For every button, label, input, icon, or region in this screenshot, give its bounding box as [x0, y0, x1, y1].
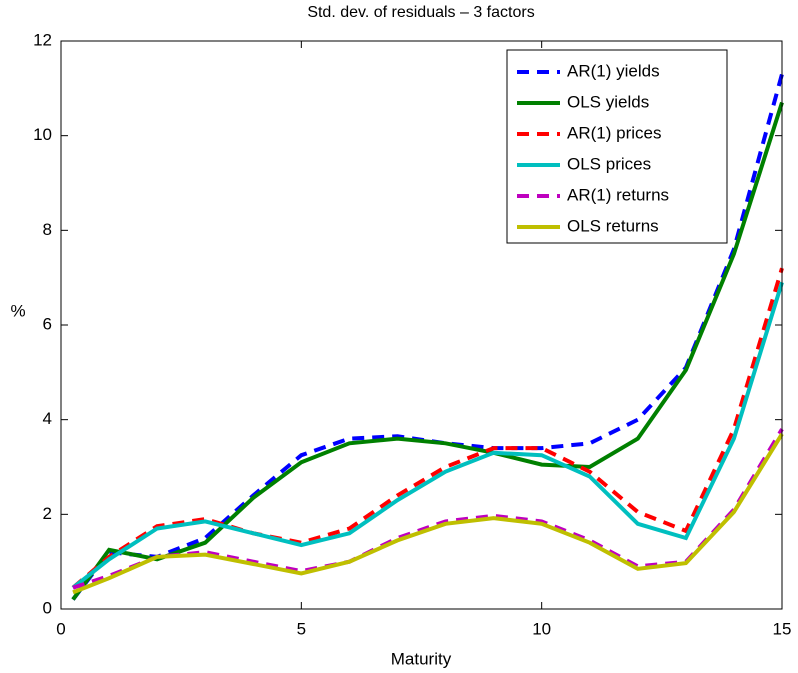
y-tick-label: 8 — [43, 220, 52, 239]
legend-label: OLS returns — [567, 216, 659, 235]
legend: AR(1) yields OLS yields AR(1) prices OLS pr… — [506, 49, 728, 244]
legend-label: AR(1) yields — [567, 61, 660, 80]
y-axis-label: % — [10, 301, 25, 320]
series-line — [72, 428, 784, 590]
y-tick-label: 6 — [43, 314, 52, 333]
x-axis-label: Maturity — [391, 649, 452, 668]
x-tick-label: 0 — [56, 619, 65, 638]
legend-box — [506, 49, 728, 244]
x-tick-label: 5 — [297, 619, 306, 638]
axes-box — [60, 40, 783, 610]
series-line — [72, 432, 784, 595]
y-tick-label: 0 — [43, 598, 52, 617]
legend-label: AR(1) prices — [567, 123, 661, 142]
x-tick-label: 15 — [773, 619, 792, 638]
legend-label: AR(1) returns — [567, 185, 669, 204]
y-tick-label: 4 — [43, 409, 52, 428]
series-line — [71, 101, 784, 601]
series-line — [71, 281, 784, 590]
x-tick-label: 10 — [532, 619, 551, 638]
y-tick-label: 2 — [43, 504, 52, 523]
y-tick-label: 12 — [33, 30, 52, 49]
series-line — [71, 267, 784, 590]
chart-title: Std. dev. of residuals – 3 factors — [307, 4, 534, 21]
legend-label: OLS prices — [567, 154, 651, 173]
legend-label: OLS yields — [567, 92, 649, 111]
y-tick-label: 10 — [33, 125, 52, 144]
